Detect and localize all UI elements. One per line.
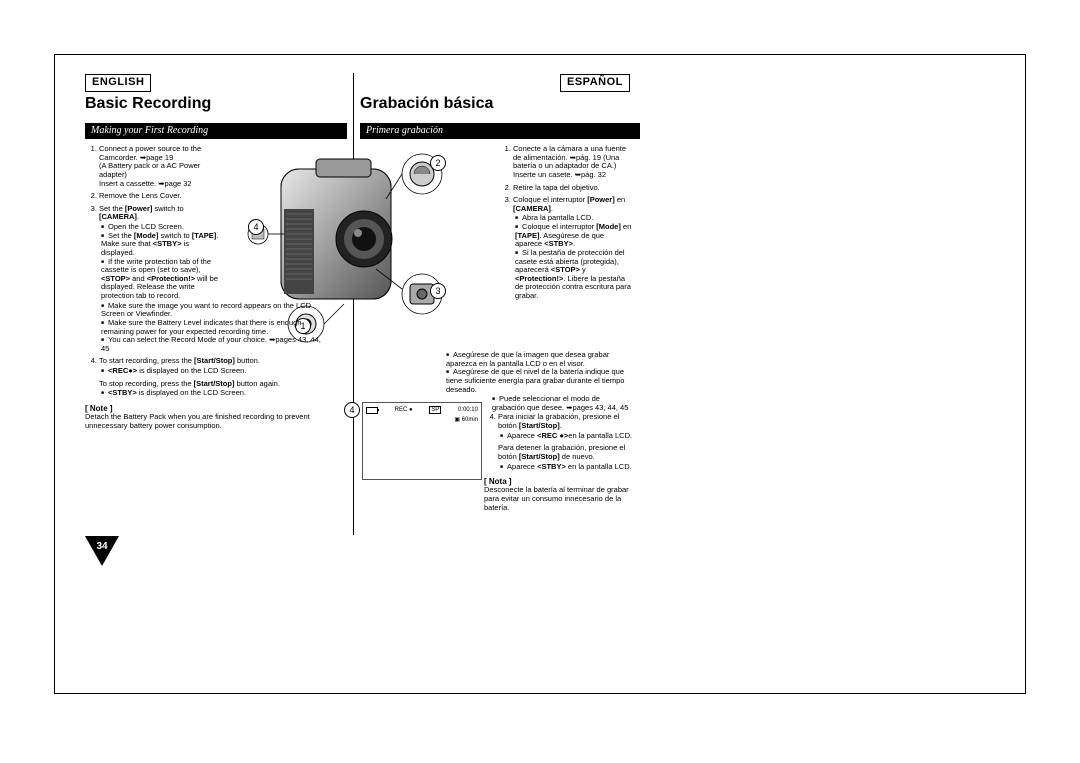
language-label-english: ENGLISH	[85, 74, 151, 92]
en-s4-b2: <STBY> is displayed on the LCD Screen.	[101, 389, 329, 398]
en-step3: Set the [Power] switch to [CAMERA]. Open…	[99, 205, 329, 354]
es-step4-stop: Para detener la grabación, presione el b…	[498, 444, 634, 461]
battery-icon	[366, 407, 378, 414]
subtitle-spanish: Primera grabación	[360, 123, 640, 139]
en-s3-b6: You can select the Record Mode of your c…	[101, 336, 329, 353]
en-step2: Remove the Lens Cover.	[99, 192, 219, 201]
callout-3: 3	[430, 283, 446, 299]
es-note-body: Desconecte la batería al terminar de gra…	[484, 486, 634, 512]
es-step1: Conecte a la cámara a una fuente de alim…	[513, 145, 633, 180]
es-s3-b5: Asegúrese de que el nivel de la batería …	[446, 368, 634, 394]
en-s3-b2b: Make sure that <STBY> is displayed.	[101, 239, 189, 257]
page-number-badge: 34	[85, 536, 119, 566]
lcd-rec: REC ●	[395, 407, 413, 413]
en-s3-b4: Make sure the image you want to record a…	[101, 302, 329, 319]
es-s4-b1: Aparece <REC ●>en la pantalla LCD.	[500, 432, 634, 441]
en-step1: Connect a power source to the Camcorder.…	[99, 145, 219, 188]
en-s3-b3: If the write protection tab of the casse…	[101, 258, 221, 301]
en-s3-b2: Set the [Mode] switch to [TAPE]. Make su…	[101, 232, 221, 258]
subtitle-english: Making your First Recording	[85, 123, 347, 139]
en-step4-intro: To start recording, press the [Start/Sto…	[99, 356, 260, 365]
es-step3: Coloque el interruptor [Power] en [CAMER…	[513, 196, 633, 301]
language-label-spanish: ESPAÑOL	[560, 74, 630, 92]
en-step3-intro: Set the [Power] switch to [CAMERA].	[99, 205, 219, 222]
es-s3-b4: Asegúrese de que la imagen que desea gra…	[446, 351, 634, 368]
title-english: Basic Recording	[85, 95, 211, 113]
es-step3-intro: Coloque el interruptor [Power] en [CAMER…	[513, 195, 625, 213]
lcd-sp: SP	[429, 406, 441, 414]
en-s4-b1: <REC●> is displayed on the LCD Screen.	[101, 367, 329, 376]
spanish-content-lower: Asegúrese de que la imagen que desea gra…	[444, 350, 634, 512]
es-step2: Retire la tapa del objetivo.	[513, 184, 633, 193]
es-step4-intro: Para iniciar la grabación, presione el b…	[498, 412, 619, 430]
es-s3-b6: Puede seleccionar el modo de grabación q…	[492, 395, 634, 412]
en-note-body: Detach the Battery Pack when you are fin…	[85, 413, 329, 430]
callout-2: 2	[430, 155, 446, 171]
page-number: 34	[96, 541, 108, 552]
spanish-content-upper: Conecte a la cámara a una fuente de alim…	[499, 145, 633, 305]
en-step4-stop: To stop recording, press the [Start/Stop…	[99, 380, 329, 389]
en-step4: To start recording, press the [Start/Sto…	[99, 357, 329, 398]
es-s3-b3: Si la pestaña de protección del casete e…	[515, 249, 633, 301]
es-step4: Para iniciar la grabación, presione el b…	[498, 413, 634, 471]
manual-page: ENGLISH ESPAÑOL Basic Recording Grabació…	[54, 54, 1026, 694]
english-content: Connect a power source to the Camcorder.…	[85, 145, 329, 430]
en-s3-b5: Make sure the Battery Level indicates th…	[101, 319, 329, 336]
es-s3-b2: Coloque el interruptor [Mode] en [TAPE].…	[515, 223, 633, 249]
title-spanish: Grabación básica	[360, 95, 493, 113]
callout-4b: 4	[344, 402, 360, 418]
es-s4-b2: Aparece <STBY> en la pantalla LCD.	[500, 463, 634, 472]
